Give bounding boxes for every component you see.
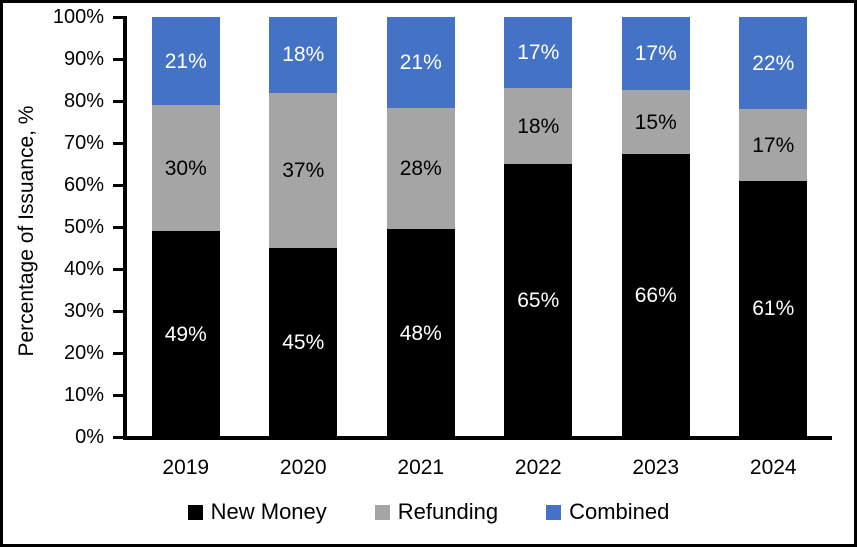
bar-segment-new-money-2020 [269,248,338,437]
bar-segment-refunding-2021 [386,107,455,230]
y-axis-tick-mark [113,141,125,145]
legend-swatch-icon [374,504,390,520]
y-axis-tick-label: 0% [75,426,104,448]
bar-segment-combined-2020 [269,17,338,93]
y-axis-tick-mark [113,267,125,271]
legend-swatch-icon [546,504,562,520]
bar-segment-label: 48% [399,321,442,345]
bar-segment-combined-2023 [621,17,690,90]
bar-segment-label: 21% [164,49,207,73]
bar-segment-label: 17% [634,41,677,65]
bar-segment-label: 15% [634,110,677,134]
bar-segment-label: 18% [282,43,325,67]
bar-segment-label: 61% [752,297,795,321]
y-axis-tick-mark [113,225,125,229]
bar-segment-label: 22% [752,51,795,75]
y-axis-tick-mark [113,435,125,439]
x-axis-category-label: 2022 [514,456,562,479]
bar-segment-label: 49% [164,322,207,346]
x-axis-category-label: 2024 [749,456,797,479]
x-axis-category-label: 2021 [397,456,445,479]
bar-segment-label: 21% [399,50,442,74]
bar-segment-label: 17% [517,41,560,65]
y-axis-tick-mark [113,351,125,355]
bar-segment-label: 37% [282,158,325,182]
bar-segment-refunding-2023 [621,89,690,155]
legend-item-new-money: New Money [187,499,327,525]
y-axis-tick-label: 20% [63,342,104,364]
y-axis-tick-label: 10% [63,384,104,406]
y-axis-tick-mark [113,393,125,397]
bar-segment-new-money-2022 [504,164,573,437]
y-axis-line [123,16,127,440]
legend-item-combined: Combined [546,499,669,525]
y-axis-tick-mark [113,183,125,187]
bar-segment-combined-2021 [386,17,455,108]
x-axis-category-label: 2023 [632,456,680,479]
x-axis-category-label: 2020 [279,456,327,479]
bar-segment-label: 30% [164,156,207,180]
y-axis-tick-label: 70% [63,132,104,154]
legend-label: Combined [569,499,670,524]
bar-segment-combined-2019 [151,17,220,106]
y-axis-tick-label: 100% [52,6,104,28]
legend-swatch-icon [187,504,203,520]
bar-segment-refunding-2024 [739,109,808,181]
bar-segment-label: 17% [752,133,795,157]
bar-segment-refunding-2019 [151,105,220,232]
y-axis-tick-label: 50% [63,216,104,238]
bar-segment-refunding-2020 [269,92,338,248]
x-axis-line [123,436,832,440]
y-axis-tick-mark [113,99,125,103]
y-axis-tick-mark [113,15,125,19]
y-axis-tick-label: 90% [63,48,104,70]
bar-segment-label: 28% [399,157,442,181]
bar-segment-new-money-2019 [151,231,220,437]
bar-segment-combined-2024 [739,17,808,110]
y-axis-tick-mark [113,57,125,61]
bar-segment-label: 18% [517,114,560,138]
bar-segment-new-money-2021 [386,229,455,437]
legend-item-refunding: Refunding [374,499,499,525]
y-axis-tick-label: 40% [63,258,104,280]
bar-segment-combined-2022 [504,17,573,89]
bar-segment-refunding-2022 [504,88,573,164]
legend: New Money Refunding Combined [3,499,854,525]
legend-label: New Money [210,499,327,524]
y-axis-tick-mark [113,309,125,313]
bar-segment-new-money-2023 [621,154,690,437]
x-axis-category-label: 2019 [162,456,210,479]
bar-segment-label: 65% [517,289,560,312]
legend-label: Refunding [397,499,499,524]
bar-segment-new-money-2024 [739,180,808,437]
bar-segment-label: 45% [282,331,325,354]
y-axis-tick-label: 30% [63,300,104,322]
y-axis-tick-label: 80% [63,90,104,112]
bar-segment-label: 66% [634,284,677,308]
y-axis-tick-label: 60% [63,174,104,196]
